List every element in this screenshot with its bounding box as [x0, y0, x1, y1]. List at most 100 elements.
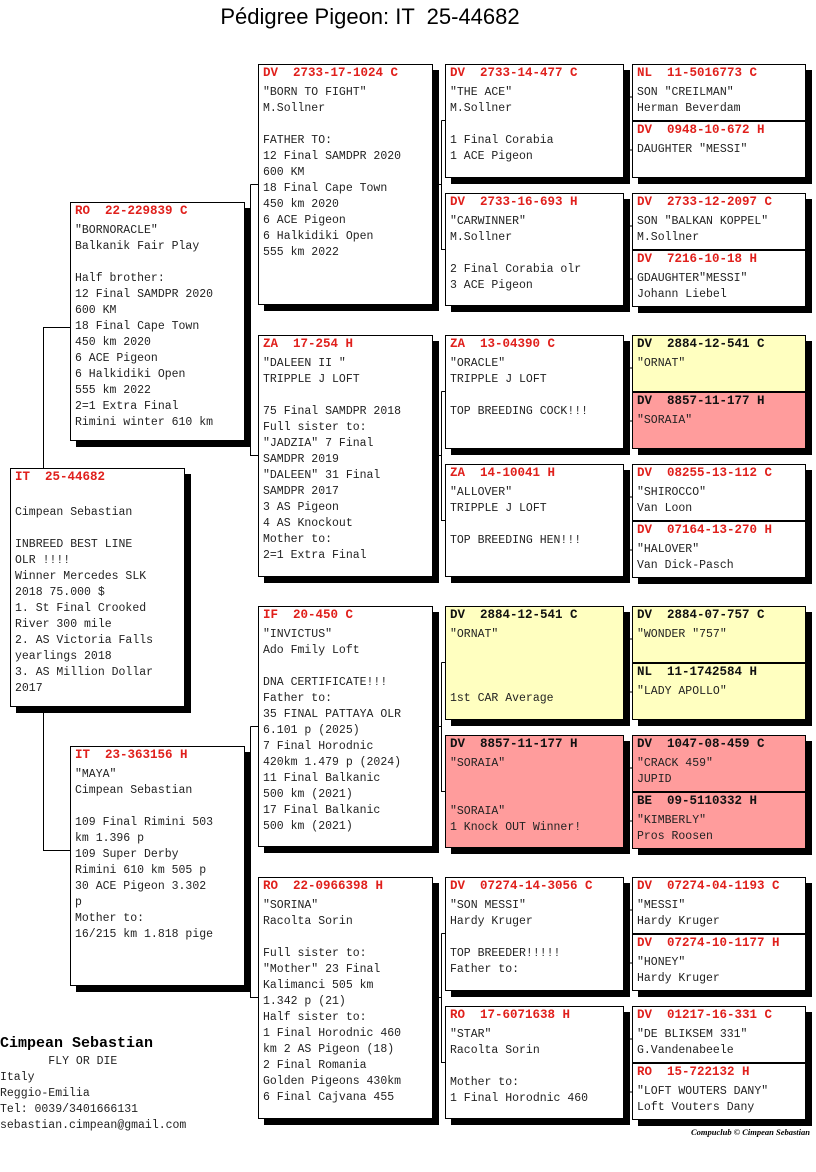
pigeon-card-ssss: NL 11-5016773 C SON "CREILMAN" Herman Beve…	[632, 64, 806, 121]
pigeon-info-line: TRIPPLE J LOFT	[263, 373, 360, 386]
pigeon-info-line: Mother to:	[450, 1076, 520, 1089]
pigeon-info-line: Loft Vouters Dany	[637, 1101, 755, 1114]
pigeon-info-line: Mother to:	[263, 533, 333, 546]
ring-number: RO 22-0966398 H	[263, 879, 384, 893]
pigeon-info-line: 6 ACE Pigeon	[75, 352, 158, 365]
ring-number: RO 15-722132 H	[637, 1065, 750, 1079]
pigeon-info-line: "THE ACE"	[450, 86, 513, 99]
pigeon-info-line: Hardy Kruger	[450, 915, 533, 928]
pigeon-card-dsds: DV 1047-08-459 C "CRACK 459" JUPID	[632, 735, 806, 792]
pigeon-info-line: 2. AS Victoria Falls	[15, 634, 154, 647]
pigeon-info-line	[263, 388, 428, 404]
pigeon-info-line: "MESSI"	[637, 899, 686, 912]
pigeon-info-line: "HALOVER"	[637, 543, 700, 556]
pigeon-info-line: Johann Liebel	[637, 288, 727, 301]
pigeon-info-line: 75 Final SAMDPR 2018	[263, 405, 402, 418]
pigeon-info-line: TOP BREEDING HEN!!!	[450, 534, 582, 547]
pigeon-info-line: "SORINA"	[263, 899, 319, 912]
ring-number: DV 01217-16-331 C	[637, 1008, 773, 1022]
pigeon-info-line: 1 Final Corabia	[450, 134, 554, 147]
ring-number: DV 2884-07-757 C	[637, 608, 765, 622]
ring-number: DV 2733-12-2097 C	[637, 195, 773, 209]
pigeon-info-line: Balkanik Fair Play	[75, 240, 200, 253]
pigeon-info-line: SON "CREILMAN"	[637, 86, 734, 99]
pigeon-info-line: 555 km 2022	[75, 384, 151, 397]
pigeon-card-subject: IT 25-44682 Cimpean Sebastian INBREED BEST…	[10, 468, 185, 707]
pigeon-info-line: 500 km (2021)	[263, 820, 353, 833]
pigeon-card-ddd: RO 17-6071638 H "STAR" Racolta Sorin Mother…	[445, 1006, 624, 1119]
pigeon-info-line: "SORAIA"	[637, 414, 693, 427]
pigeon-info-line: "KIMBERLY"	[637, 814, 707, 827]
pigeon-info-line	[450, 659, 619, 675]
pigeon-info-line: "DALEEN" 31 Final	[263, 469, 381, 482]
pigeon-card-sddd: DV 07164-13-270 H "HALOVER" Van Dick-Pasch	[632, 521, 806, 578]
pigeon-info-line: 2017	[15, 682, 43, 695]
pigeon-info-line: 2018 75.000 $	[15, 586, 105, 599]
ring-number: DV 8857-11-177 H	[450, 737, 578, 751]
pigeon-info-line	[450, 388, 619, 404]
pigeon-info-line: 1 Knock OUT Winner!	[450, 821, 582, 834]
pigeon-info-line: km 2 AS Pigeon (18)	[263, 1043, 395, 1056]
pigeon-info-line: "ALLOVER"	[450, 486, 513, 499]
pigeon-info-line	[263, 930, 428, 946]
ring-number: IF 20-450 C	[263, 608, 354, 622]
ring-number: IT 25-44682	[15, 470, 106, 484]
pigeon-info-line: "Mother" 23 Final	[263, 963, 381, 976]
pigeon-info-line: "CRACK 459"	[637, 757, 713, 770]
ring-number: RO 17-6071638 H	[450, 1008, 571, 1022]
pigeon-info-line: 11 Final Balkanic	[263, 772, 381, 785]
pigeon-card-ssdd: DV 7216-10-18 H GDAUGHTER"MESSI" Johann Li…	[632, 250, 806, 307]
pigeon-info-line: "LOFT WOUTERS DANY"	[637, 1085, 769, 1098]
ring-number: DV 0948-10-672 H	[637, 123, 765, 137]
pigeon-info-line: 1. St Final Crooked	[15, 602, 147, 615]
pigeon-info-line: 6 Halkidiki Open	[75, 368, 186, 381]
ring-number: DV 2733-17-1024 C	[263, 66, 399, 80]
pigeon-info-line	[450, 117, 619, 133]
pigeon-info-line	[75, 255, 240, 271]
pigeon-info-line: km 1.396 p	[75, 832, 145, 845]
pigeon-info-line: Golden Pigeons 430km	[263, 1075, 402, 1088]
pigeon-card-sssd: DV 0948-10-672 H DAUGHTER "MESSI"	[632, 121, 806, 178]
pigeon-info-line: 12 Final SAMDPR 2020	[263, 150, 402, 163]
pigeon-info-line: Hardy Kruger	[637, 972, 720, 985]
pigeon-info-line: 2 Final Romania	[263, 1059, 367, 1072]
pigeon-info-line	[263, 659, 428, 675]
pigeon-info-line: 1 Final Horodnic 460	[450, 1092, 589, 1105]
pigeon-info-line: "CARWINNER"	[450, 215, 526, 228]
pigeon-info-line: GDAUGHTER"MESSI"	[637, 272, 748, 285]
pigeon-info-line	[450, 930, 619, 946]
ring-number: DV 07164-13-270 H	[637, 523, 773, 537]
pigeon-info-line: 12 Final SAMDPR 2020	[75, 288, 214, 301]
pigeon-info-line: 7 Final Horodnic	[263, 740, 374, 753]
ring-number: DV 7216-10-18 H	[637, 252, 758, 266]
pigeon-card-ddss: DV 07274-04-1193 C "MESSI" Hardy Kruger	[632, 877, 806, 934]
pigeon-info-line: yearlings 2018	[15, 650, 112, 663]
breeder-info: Cimpean Sebastian FLY OR DIE Italy Reggi…	[0, 1034, 186, 1134]
pigeon-info-line: TOP BREEDER!!!!!	[450, 947, 561, 960]
breeder-region: Reggio-Emilia	[0, 1087, 90, 1100]
ring-number: BE 09-5110332 H	[637, 794, 758, 808]
pigeon-info-line	[450, 772, 619, 788]
pigeon-info-line: Kalimanci 505 km	[263, 979, 374, 992]
pigeon-info-line: "DE BLIKSEM 331"	[637, 1028, 748, 1041]
pigeon-card-dds: DV 07274-14-3056 C "SON MESSI" Hardy Kruge…	[445, 877, 624, 991]
pigeon-info-line: DNA CERTIFICATE!!!	[263, 676, 388, 689]
pigeon-info-line: Hardy Kruger	[637, 915, 720, 928]
pigeon-info-line: TOP BREEDING COCK!!!	[450, 405, 589, 418]
pigeon-info-line: Herman Beverdam	[637, 102, 741, 115]
ring-number: DV 2884-12-541 C	[637, 337, 765, 351]
ring-number: NL 11-5016773 C	[637, 66, 758, 80]
pigeon-info-line: 2=1 Extra Final	[263, 549, 367, 562]
pigeon-card-sdsd: DV 8857-11-177 H "SORAIA"	[632, 392, 806, 449]
ring-number: DV 2733-14-477 C	[450, 66, 578, 80]
pigeon-info-line	[450, 675, 619, 691]
ring-number: IT 23-363156 H	[75, 748, 188, 762]
pigeon-info-line: JUPID	[637, 773, 672, 786]
pigeon-info-line: 18 Final Cape Town	[263, 182, 388, 195]
pigeon-info-line: M.Sollner	[263, 102, 326, 115]
pigeon-info-line: "ORNAT"	[637, 357, 686, 370]
pigeon-info-line: 420km 1.479 p (2024)	[263, 756, 402, 769]
pigeon-info-line: M.Sollner	[450, 231, 513, 244]
pigeon-info-line: Half brother:	[75, 272, 165, 285]
pigeon-info-line: Father to:	[450, 963, 520, 976]
